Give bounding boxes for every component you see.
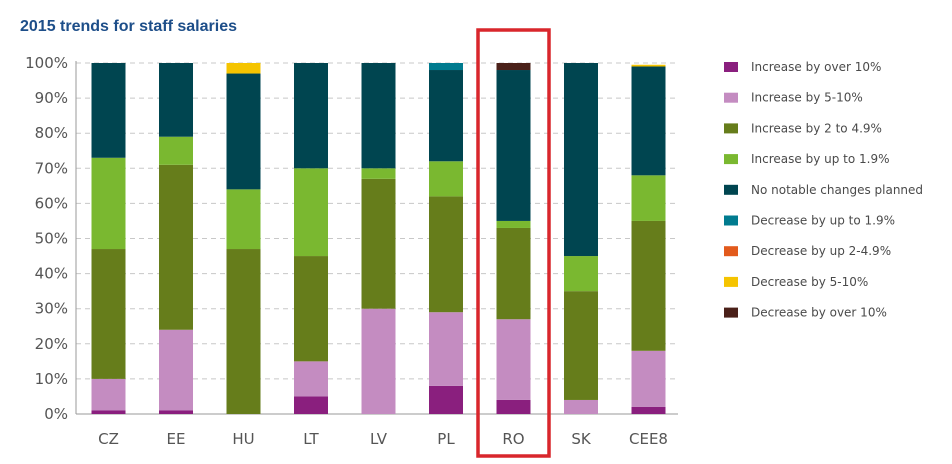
bar-segment xyxy=(564,291,598,400)
legend-swatch xyxy=(724,92,738,103)
bar-segment xyxy=(361,178,396,309)
bar-segment xyxy=(91,410,126,414)
bar-segment xyxy=(159,136,193,165)
y-tick-label: 100% xyxy=(25,54,68,72)
bar-segment xyxy=(429,196,463,313)
bar-segment xyxy=(226,189,261,250)
legend-label: Increase by up to 1.9% xyxy=(751,152,890,166)
y-tick-label: 60% xyxy=(35,194,68,212)
y-tick-label: 10% xyxy=(35,370,68,388)
bar-segment xyxy=(429,70,463,162)
bar-segment xyxy=(496,319,531,400)
legend-label: Increase by 5-10% xyxy=(751,91,863,105)
bar-segment xyxy=(91,378,126,411)
legend-label: Increase by over 10% xyxy=(751,60,881,74)
bar-segment xyxy=(159,329,193,411)
bar-segment xyxy=(361,308,396,414)
y-tick-label: 20% xyxy=(35,335,68,353)
x-category-label: SK xyxy=(571,430,592,448)
legend-label: No notable changes planned xyxy=(751,183,923,197)
bar-segment xyxy=(361,168,396,179)
bar-segment xyxy=(159,164,193,330)
chart-title: 2015 trends for staff salaries xyxy=(20,18,237,35)
y-tick-label: 90% xyxy=(35,89,68,107)
legend-swatch xyxy=(724,184,738,195)
bar-segment xyxy=(91,249,126,379)
bar-segment xyxy=(294,63,328,169)
bar-segment xyxy=(294,361,328,397)
bar-segment xyxy=(294,256,328,362)
legend-swatch xyxy=(724,246,738,257)
bar-segment xyxy=(564,256,598,292)
x-category-label: RO xyxy=(502,430,524,448)
bar-segment xyxy=(226,249,261,414)
bar-segment xyxy=(496,63,531,71)
x-category-label: LT xyxy=(303,430,319,448)
legend-swatch xyxy=(724,123,738,134)
bar-segment xyxy=(496,227,531,320)
highlight-box xyxy=(476,28,551,458)
bar-segment xyxy=(631,220,666,351)
bar-segment xyxy=(564,399,598,414)
y-tick-label: 30% xyxy=(35,300,68,318)
bar-segment xyxy=(631,64,666,67)
x-category-label: PL xyxy=(437,430,455,448)
bar-segment xyxy=(429,312,463,386)
bar-segment xyxy=(496,70,531,221)
x-category-label: CZ xyxy=(98,430,119,448)
x-category-label: LV xyxy=(370,430,388,448)
legend-label: Increase by 2 to 4.9% xyxy=(751,121,882,135)
y-tick-label: 70% xyxy=(35,159,68,177)
y-tick-label: 0% xyxy=(44,405,68,423)
legend-swatch xyxy=(724,276,738,287)
bar-segment xyxy=(631,66,666,176)
legend-label: Decrease by over 10% xyxy=(751,306,887,320)
legend-swatch xyxy=(724,307,738,318)
legend-label: Decrease by up 2-4.9% xyxy=(751,244,891,258)
bar-segment xyxy=(631,406,666,414)
bar-segment xyxy=(159,410,193,414)
bar-segment xyxy=(429,63,463,71)
bar-segment xyxy=(91,63,126,158)
bar-segment xyxy=(361,63,396,169)
bar-segment xyxy=(631,175,666,221)
bar-segment xyxy=(564,63,598,257)
legend-swatch xyxy=(724,154,738,165)
bar-segment xyxy=(496,399,531,414)
bar-segment xyxy=(226,73,261,190)
bar-segment xyxy=(294,396,328,414)
x-category-label: CEE8 xyxy=(629,430,668,448)
legend-swatch xyxy=(724,62,738,72)
bar-segment xyxy=(496,220,531,228)
legend-label: Decrease by 5-10% xyxy=(751,275,868,289)
y-tick-label: 40% xyxy=(35,265,68,283)
legend-swatch xyxy=(724,215,738,226)
bar-segment xyxy=(429,385,463,414)
bar-segment xyxy=(159,63,193,137)
bar-segment xyxy=(429,161,463,197)
legend-label: Decrease by up to 1.9% xyxy=(751,214,895,228)
x-category-label: EE xyxy=(167,430,186,448)
y-tick-label: 50% xyxy=(35,230,68,248)
y-tick-label: 80% xyxy=(35,124,68,142)
bar-segment xyxy=(91,157,126,250)
bar-segment xyxy=(631,350,666,407)
bar-segment xyxy=(294,168,328,257)
bar-segment xyxy=(226,63,261,74)
x-category-label: HU xyxy=(232,430,254,448)
